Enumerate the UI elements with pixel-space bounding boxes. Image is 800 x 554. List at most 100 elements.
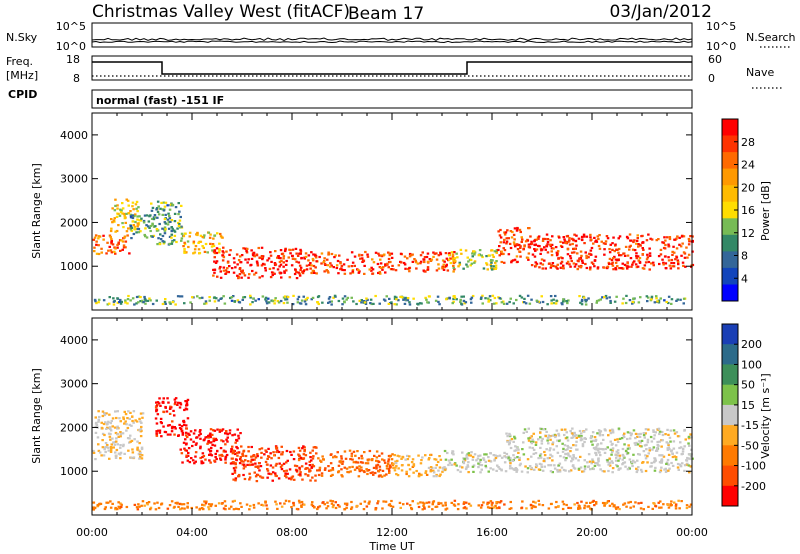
velocity-cell: [266, 476, 269, 479]
power-cell: [178, 210, 181, 213]
power-cell: [527, 258, 530, 261]
velocity-cell: [313, 506, 316, 509]
power-cell: [588, 268, 592, 271]
velocity-cell: [551, 434, 554, 437]
velocity-cell: [239, 432, 242, 435]
velocity-cell: [607, 434, 610, 437]
power-cell: [534, 261, 537, 264]
power-cell: [357, 271, 361, 274]
power-cell: [662, 263, 665, 266]
velocity-cell: [435, 473, 438, 477]
power-ytick-label: 2000: [60, 216, 88, 229]
power-cell: [631, 261, 635, 264]
velocity-cell: [234, 441, 237, 444]
velocity-cell: [350, 507, 353, 510]
velocity-cell: [545, 430, 548, 433]
velocity-cell: [204, 458, 207, 461]
velocity-cell: [434, 458, 438, 461]
velocity-cell: [626, 468, 630, 471]
power-cell: [350, 265, 354, 268]
power-cell: [633, 249, 637, 252]
velocity-cell: [145, 502, 149, 505]
power-cell: [119, 249, 122, 252]
power-cell: [469, 298, 473, 301]
velocity-cell: [168, 424, 171, 427]
power-cell: [156, 210, 160, 213]
velocity-cell: [114, 410, 117, 413]
power-cell: [635, 255, 638, 258]
velocity-cell: [520, 506, 524, 509]
power-cell: [164, 222, 167, 225]
velocity-cell: [496, 455, 499, 458]
velocity-cell: [415, 469, 418, 473]
power-cell: [116, 246, 119, 249]
velocity-cell: [542, 428, 545, 431]
power-cell: [473, 261, 476, 264]
velocity-cell: [371, 471, 374, 474]
velocity-cell: [101, 414, 105, 418]
velocity-cell: [372, 473, 375, 476]
power-cell: [359, 257, 362, 260]
power-cell: [635, 266, 639, 269]
velocity-cell: [155, 432, 158, 435]
power-cell: [550, 247, 554, 250]
power-cell: [529, 235, 532, 238]
velocity-cell: [112, 441, 115, 444]
power-cell: [614, 258, 618, 261]
power-cell: [622, 252, 625, 255]
velocity-cell: [316, 469, 319, 472]
power-cell: [337, 299, 341, 303]
power-cell: [276, 300, 280, 303]
velocity-cell: [185, 402, 189, 405]
velocity-cell: [643, 444, 647, 447]
velocity-cell: [603, 451, 607, 454]
power-xticks: [91, 113, 693, 310]
velocity-cell: [658, 461, 662, 464]
power-cell: [595, 239, 598, 242]
power-cell: [204, 300, 208, 303]
power-cell: [109, 236, 112, 239]
velocity-cell: [636, 443, 640, 446]
power-cell: [606, 237, 610, 240]
velocity-colorbar-tick-label: -100: [741, 460, 766, 473]
power-cell: [120, 300, 123, 303]
velocity-cell: [658, 506, 661, 509]
velocity-cell: [383, 461, 387, 464]
velocity-cell: [566, 448, 569, 451]
power-cell: [520, 236, 523, 239]
velocity-cell: [130, 456, 133, 459]
velocity-cell: [375, 456, 379, 459]
power-cell: [222, 251, 225, 254]
velocity-cell: [650, 461, 653, 465]
velocity-cell: [435, 475, 438, 478]
velocity-cell: [621, 463, 624, 466]
velocity-colorbar-tick-label: 50: [741, 379, 755, 392]
power-cell: [445, 263, 448, 266]
power-cell: [131, 220, 135, 223]
velocity-cell: [494, 456, 498, 460]
power-cell: [567, 240, 571, 243]
velocity-colorbar-tick-label: 100: [741, 358, 762, 371]
power-cell: [270, 271, 274, 274]
velocity-cell: [125, 423, 128, 426]
velocity-cell: [185, 455, 188, 458]
power-cell: [637, 243, 640, 246]
velocity-cell: [280, 468, 284, 471]
velocity-cell: [302, 457, 306, 460]
power-cell: [645, 258, 649, 261]
velocity-cell: [123, 452, 126, 455]
velocity-cell: [155, 408, 159, 411]
power-cell: [287, 256, 290, 259]
velocity-cell: [115, 437, 118, 440]
velocity-cell: [462, 462, 466, 465]
velocity-cell: [131, 419, 134, 423]
velocity-cell: [225, 432, 228, 435]
power-cell: [134, 228, 137, 231]
velocity-cell: [660, 445, 663, 448]
power-cell: [135, 207, 138, 210]
velocity-cell: [184, 400, 187, 403]
power-cell: [469, 264, 472, 267]
velocity-cell: [149, 508, 152, 511]
velocity-cell: [513, 437, 517, 440]
power-cell: [466, 256, 469, 259]
